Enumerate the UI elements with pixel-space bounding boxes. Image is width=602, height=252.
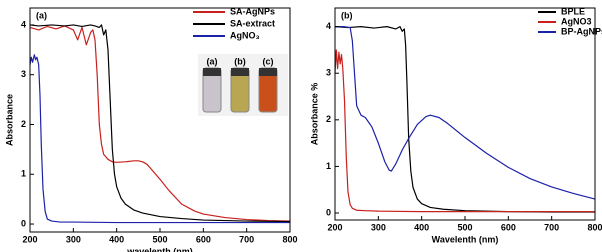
legend-label: SA-AgNPs	[230, 6, 275, 16]
line-series	[29, 24, 291, 223]
y-axis-label: Absorbance %	[309, 83, 319, 146]
x-tick-label: 700	[239, 234, 254, 244]
inset-label: (b)	[234, 56, 246, 66]
line-series	[334, 26, 595, 213]
inset-label: (a)	[207, 56, 218, 66]
x-axis-label: wavelenth (nm)	[126, 246, 193, 252]
x-tick-label: 400	[414, 222, 429, 232]
x-tick-label: 300	[66, 234, 81, 244]
x-tick-label: 200	[22, 234, 37, 244]
inset-photo: (a) (b) (c)	[198, 54, 288, 116]
line-series	[335, 26, 596, 200]
y-tick-label: 3	[21, 69, 26, 79]
x-tick-label: 800	[282, 234, 297, 244]
legend-label: AgNO3	[561, 16, 592, 26]
y-tick-label: 3	[326, 68, 331, 78]
vial-cap	[203, 68, 221, 76]
y-tick-label: 1	[21, 169, 26, 179]
x-tick-label: 400	[109, 234, 124, 244]
plot-frame	[29, 7, 291, 233]
legend-label: BPLE	[561, 6, 585, 16]
vial-cap	[259, 68, 277, 76]
y-tick-label: 2	[326, 114, 331, 124]
line-series	[29, 25, 291, 222]
panel-label: (a)	[36, 10, 47, 20]
line-series	[29, 54, 290, 224]
legend-label: SA-extract	[230, 18, 275, 28]
x-tick-label: 800	[587, 222, 602, 232]
panel-label: (b)	[341, 10, 353, 20]
y-tick-label: 1	[326, 161, 331, 171]
line-series	[334, 49, 595, 213]
y-tick-label: 0	[326, 207, 331, 217]
y-tick-label: 4	[21, 19, 26, 29]
y-axis-label: Absorbance	[4, 94, 14, 146]
y-tick-label: 0	[21, 218, 26, 228]
y-tick-label: 2	[21, 119, 26, 129]
legend-label: AgNO₃	[230, 30, 260, 40]
x-tick-label: 700	[544, 222, 559, 232]
vial-cap	[231, 68, 249, 76]
panel: SA-AgNPs SA-extract AgNO₃ 200 300 400 500 600 70…	[4, 6, 297, 252]
x-tick-label: 300	[371, 222, 386, 232]
inset-label: (c)	[263, 56, 274, 66]
x-tick-label: 500	[457, 222, 472, 232]
x-axis-label: Wavelenth (nm)	[432, 234, 499, 244]
x-tick-label: 600	[501, 222, 516, 232]
legend-label: BP-AgNPs	[561, 26, 602, 36]
y-tick-label: 4	[326, 21, 331, 31]
x-tick-label: 200	[327, 222, 342, 232]
x-tick-label: 500	[152, 234, 167, 244]
x-tick-label: 600	[196, 234, 211, 244]
